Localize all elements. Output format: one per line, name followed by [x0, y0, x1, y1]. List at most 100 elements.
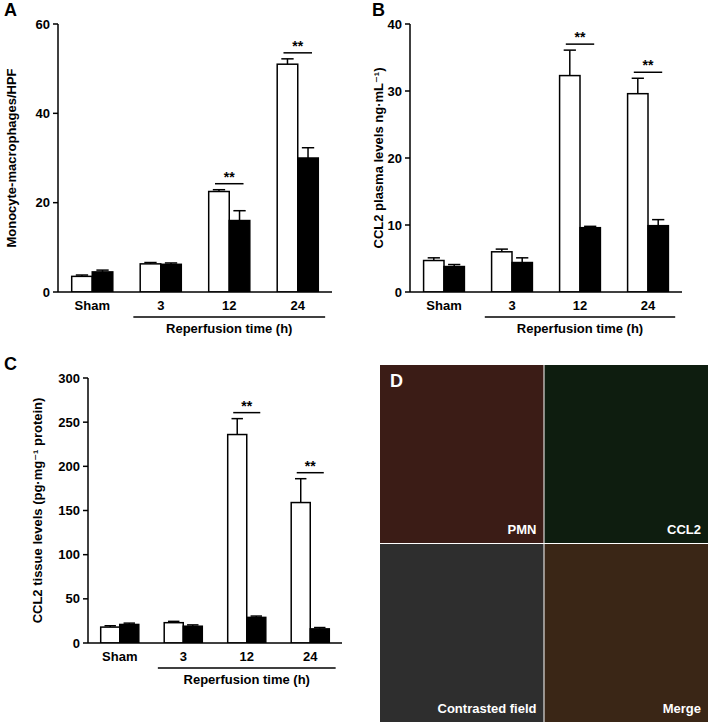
error-stem: [287, 59, 289, 64]
y-tick: [83, 598, 88, 600]
error-bar: [516, 258, 528, 263]
error-cap: [564, 49, 576, 51]
bar: [444, 267, 464, 292]
bar: [229, 221, 250, 292]
bar: [161, 264, 182, 292]
error-bar: [314, 628, 325, 629]
micrograph-label: Merge: [663, 701, 701, 716]
y-axis: [57, 24, 59, 292]
bar: [291, 503, 310, 643]
bar: [183, 626, 202, 643]
x-bracket: [158, 667, 336, 669]
y-tick: [83, 377, 88, 379]
y-tick: [53, 113, 58, 115]
error-stem: [569, 50, 571, 75]
y-tick-label: 100: [58, 547, 80, 562]
error-bar: [96, 270, 108, 272]
error-cap: [314, 627, 325, 629]
x-axis: [58, 291, 332, 293]
error-bar: [233, 211, 245, 221]
micrograph-label: CCL2: [667, 522, 701, 537]
bar: [648, 226, 668, 292]
error-cap: [584, 226, 596, 228]
y-tick: [83, 421, 88, 423]
y-tick-label: 200: [58, 459, 80, 474]
bar: [580, 228, 600, 292]
x-axis-label: Reperfusion time (h): [517, 321, 643, 336]
error-bar: [187, 625, 198, 626]
error-cap: [96, 269, 108, 271]
error-stem: [307, 148, 309, 158]
micrograph-panel: PMNCCL2Contrasted fieldMergeD: [380, 365, 708, 722]
error-cap: [496, 248, 508, 250]
bar: [72, 276, 93, 292]
y-tick: [83, 642, 88, 644]
y-tick-label: 40: [36, 106, 50, 121]
panel: A0204060Monocyte-macrophages/HPFSham3122…: [4, 0, 332, 336]
error-bar: [428, 258, 440, 261]
error-cap: [168, 621, 179, 623]
bar: [492, 252, 512, 292]
y-tick-label: 50: [66, 591, 80, 606]
bar: [120, 624, 139, 643]
y-axis-label: CCL2 plasma levels ng·mL⁻¹): [371, 68, 386, 249]
y-tick-label: 0: [43, 285, 50, 300]
error-cap: [251, 615, 262, 617]
marks: [72, 59, 319, 292]
error-stem: [300, 479, 302, 503]
significance-label: **: [292, 38, 303, 54]
y-tick-label: 300: [58, 371, 80, 386]
x-tick-label: Sham: [75, 298, 110, 313]
bar: [560, 76, 580, 292]
y-tick: [53, 23, 58, 25]
error-stem: [637, 78, 639, 93]
bar: [512, 263, 532, 292]
y-tick-label: 40: [388, 17, 402, 32]
micrograph-label: Contrasted field: [438, 701, 537, 716]
error-cap: [632, 78, 644, 80]
y-tick: [405, 291, 410, 293]
y-axis-label: CCL2 tissue levels (pg·mg⁻¹ protein): [30, 398, 45, 624]
error-bar: [232, 419, 243, 435]
y-tick: [83, 466, 88, 468]
bar: [628, 94, 648, 292]
error-cap: [165, 262, 177, 264]
bar: [310, 629, 329, 643]
bar: [247, 617, 266, 643]
y-tick-label: 30: [388, 84, 402, 99]
x-tick-label: 3: [180, 649, 187, 664]
x-axis: [88, 642, 342, 644]
micrograph-label: PMN: [508, 522, 537, 537]
significance-label: **: [643, 57, 654, 73]
error-cap: [302, 147, 314, 149]
error-cap: [233, 210, 245, 212]
error-cap: [144, 262, 156, 264]
error-cap: [124, 622, 135, 624]
error-cap: [187, 624, 198, 626]
y-tick-label: 60: [36, 17, 50, 32]
x-bracket: [133, 316, 325, 318]
panel-letter: C: [4, 354, 17, 374]
panel-letter: B: [372, 0, 385, 20]
y-tick: [83, 510, 88, 512]
marks: [424, 50, 669, 292]
error-bar: [584, 226, 596, 227]
significance-label: **: [575, 29, 586, 45]
panel: C050100150200250300CCL2 tissue levels (p…: [4, 354, 342, 687]
error-bar: [496, 249, 508, 252]
x-tick-label: Sham: [426, 298, 461, 313]
y-tick-label: 0: [395, 285, 402, 300]
micrograph: [380, 365, 544, 543]
y-tick: [405, 157, 410, 159]
x-axis-label: Reperfusion time (h): [184, 672, 310, 687]
error-cap: [213, 189, 225, 191]
error-bar: [213, 190, 225, 192]
x-axis-label: Reperfusion time (h): [166, 321, 292, 336]
bar: [277, 64, 298, 292]
marks: [101, 419, 330, 643]
error-stem: [239, 211, 241, 221]
y-axis-label: Monocyte-macrophages/HPF: [4, 68, 19, 247]
y-tick: [405, 224, 410, 226]
error-bar: [632, 78, 644, 93]
error-bar: [251, 616, 262, 617]
